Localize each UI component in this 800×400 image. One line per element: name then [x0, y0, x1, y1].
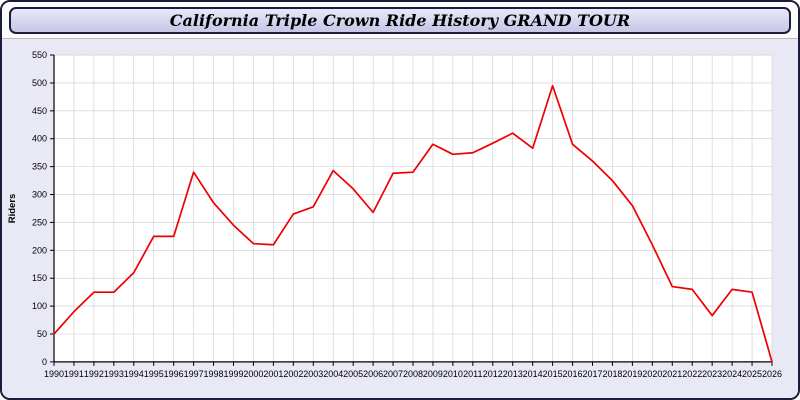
x-tick-label: 2024	[722, 369, 742, 379]
x-tick-label: 2013	[503, 369, 523, 379]
y-tick-label: 300	[32, 190, 47, 200]
x-tick-label: 2018	[602, 369, 622, 379]
x-tick-label: 2009	[423, 369, 443, 379]
x-tick-label: 2011	[463, 369, 482, 379]
x-tick-label: 2017	[582, 369, 602, 379]
x-tick-label: 1998	[204, 369, 224, 379]
x-tick-label: 2016	[563, 369, 583, 379]
y-tick-label: 0	[42, 357, 47, 367]
y-axis-title: Riders	[7, 194, 18, 224]
x-tick-label: 2003	[303, 369, 323, 379]
chart-area: 1990 1991 1992 1993 1994 1995 1996 1997 1998 1999…	[2, 38, 798, 398]
x-tick-label: 1999	[223, 369, 243, 379]
y-tick-label: 350	[32, 162, 47, 172]
x-tick-label: 2023	[702, 369, 722, 379]
x-tick-label: 2000	[243, 369, 263, 379]
x-tick-label: 2010	[443, 369, 463, 379]
x-tick-label: 1992	[84, 369, 104, 379]
y-tick-label: 200	[32, 245, 47, 255]
x-tick-label: 2015	[543, 369, 563, 379]
x-tick-label: 1993	[104, 369, 124, 379]
riders-series-line	[53, 84, 773, 363]
y-tick-label: 500	[32, 78, 47, 88]
page-title: California Triple Crown Ride History GRA…	[169, 11, 631, 30]
x-tick-label: 2021	[662, 369, 682, 379]
x-tick-label: 2001	[263, 369, 283, 379]
y-tick-label: 250	[32, 217, 47, 227]
x-tick-label: 2022	[682, 369, 702, 379]
y-tick-label: 450	[32, 106, 47, 116]
x-tick-label: 1990	[44, 369, 64, 379]
title-bar: California Triple Crown Ride History GRA…	[9, 7, 791, 34]
x-tick-label: 2005	[343, 369, 363, 379]
x-tick-label: 1996	[164, 369, 184, 379]
y-tick-label: 400	[32, 134, 47, 144]
x-tick-label: 2020	[642, 369, 662, 379]
x-tick-label: 1991	[64, 369, 84, 379]
y-tick-label: 550	[32, 50, 47, 60]
y-tick-label: 100	[32, 301, 47, 311]
x-tick-label: 2006	[363, 369, 383, 379]
y-tick-label: 50	[37, 329, 47, 339]
x-tick-label: 1994	[124, 369, 144, 379]
x-tick-label: 1995	[144, 369, 164, 379]
x-tick-label: 2002	[283, 369, 303, 379]
x-tick-label: 2019	[622, 369, 642, 379]
x-tick-label: 2004	[323, 369, 343, 379]
title-bar-row: California Triple Crown Ride History GRA…	[2, 2, 798, 38]
x-tick-label: 2025	[742, 369, 762, 379]
x-tick-label: 2026	[762, 369, 782, 379]
x-tick-label: 2012	[483, 369, 503, 379]
y-tick-label: 150	[32, 273, 47, 283]
x-tick-label: 2007	[383, 369, 403, 379]
riders-line-chart: 1990 1991 1992 1993 1994 1995 1996 1997 1998 1999…	[7, 50, 782, 379]
x-tick-label: 2014	[523, 369, 543, 379]
x-tick-label: 2008	[403, 369, 423, 379]
x-tick-label: 1997	[184, 369, 204, 379]
